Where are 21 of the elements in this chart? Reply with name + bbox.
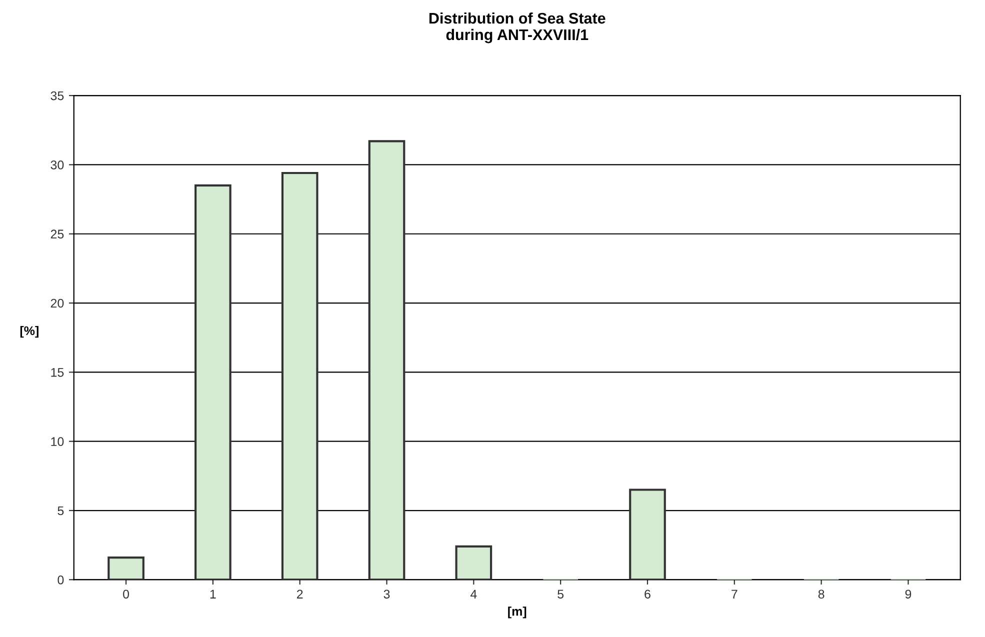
x-tick-label: 4 bbox=[470, 590, 477, 598]
y-tick-label: 10 bbox=[51, 437, 64, 446]
x-tick-label: 7 bbox=[732, 590, 738, 598]
y-tick-label: 20 bbox=[50, 298, 64, 308]
x-tick-label: 8 bbox=[818, 590, 824, 599]
x-tick-label: 2 bbox=[297, 590, 303, 598]
x-tick-label: 6 bbox=[644, 590, 650, 599]
y-tick-label: 5 bbox=[58, 506, 64, 516]
y-tick-label: 25 bbox=[50, 230, 64, 239]
x-tick-label: 3 bbox=[384, 590, 390, 599]
y-tick-label: 0 bbox=[58, 575, 64, 584]
y-tick-label: 35 bbox=[50, 91, 64, 100]
x-tick-label: 5 bbox=[558, 590, 564, 599]
y-tick-label: 30 bbox=[50, 160, 64, 170]
x-axis-title: [m] bbox=[508, 606, 526, 618]
x-tick-label: 1 bbox=[210, 590, 216, 598]
chart-title: Distribution of Sea State during ANT-XXVIII/1 bbox=[429, 12, 606, 44]
y-tick-label: 15 bbox=[51, 368, 64, 377]
x-tick-label: 9 bbox=[905, 590, 912, 599]
y-axis-title: [%] bbox=[20, 326, 38, 338]
x-tick-label: 0 bbox=[123, 590, 130, 599]
